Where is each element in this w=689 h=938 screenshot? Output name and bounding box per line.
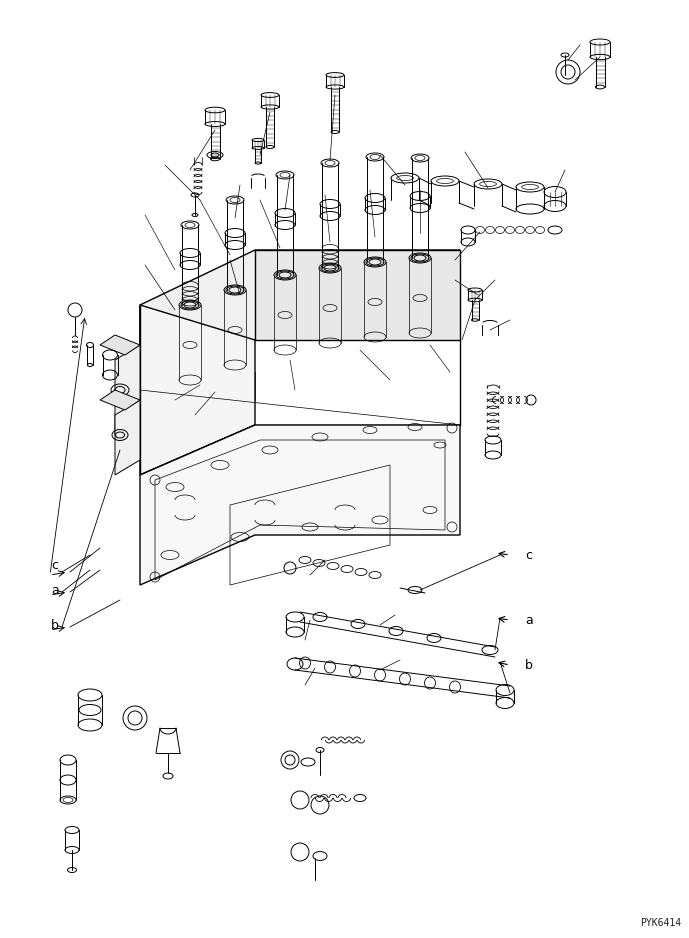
Text: a: a — [525, 613, 533, 627]
Polygon shape — [255, 250, 460, 340]
Polygon shape — [100, 390, 140, 410]
Text: b: b — [51, 618, 59, 631]
Text: b: b — [525, 658, 533, 672]
Polygon shape — [115, 400, 140, 475]
Polygon shape — [140, 305, 255, 475]
Text: c: c — [525, 549, 532, 562]
Text: c: c — [52, 558, 59, 571]
Text: PYK6414: PYK6414 — [640, 918, 681, 928]
Polygon shape — [115, 345, 140, 435]
Text: a: a — [51, 583, 59, 597]
Polygon shape — [140, 250, 460, 390]
Polygon shape — [140, 425, 460, 585]
Polygon shape — [100, 335, 140, 355]
